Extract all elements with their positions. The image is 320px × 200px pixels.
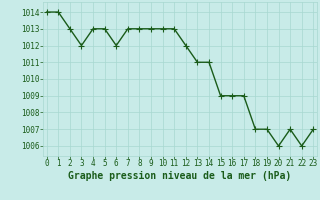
X-axis label: Graphe pression niveau de la mer (hPa): Graphe pression niveau de la mer (hPa) (68, 171, 292, 181)
